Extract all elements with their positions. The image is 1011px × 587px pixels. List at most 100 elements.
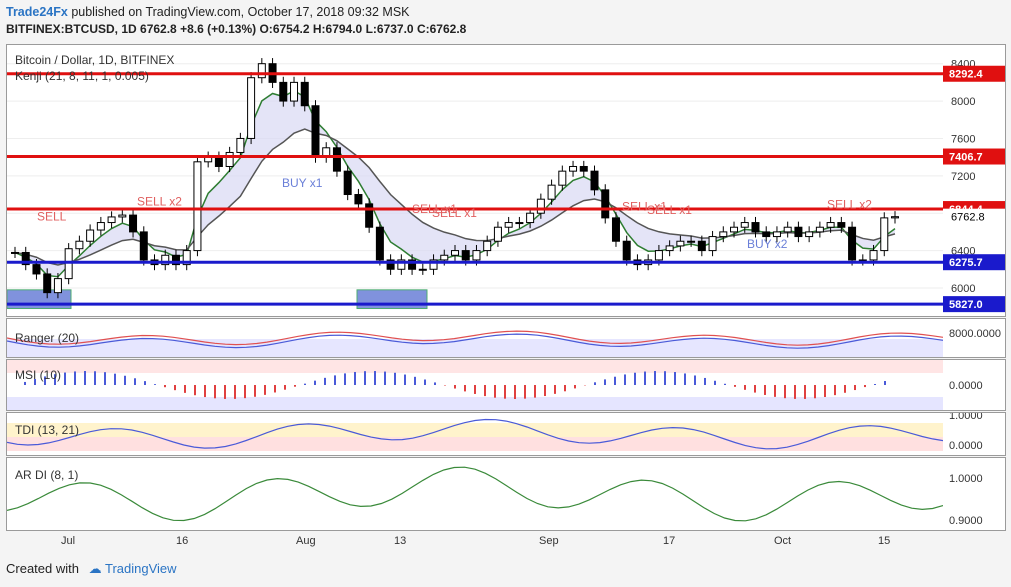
candle-body [386,259,395,270]
candle-body [665,245,674,252]
high-value: 6794.0 [325,22,363,36]
footer: Created with ☁ TradingView [6,561,177,577]
tdi-chart [7,418,944,451]
ardi-tick-09: 0.9000 [949,515,983,527]
ranger-band [7,339,944,357]
footer-brand[interactable]: TradingView [105,561,177,576]
ardi-label: AR DI (8, 1) [15,468,79,482]
ranger-line-b [7,333,944,349]
candle-body [365,203,374,228]
candle-body [590,170,599,191]
candle-body [483,240,492,252]
signal-annotation: SELL x1 [412,202,457,216]
price-tick: 8000 [951,96,975,108]
candle-body [236,137,245,153]
open-value: 6754.2 [272,22,310,36]
demand-zone-2 [356,289,428,310]
candle-body [526,212,535,224]
candle-body [43,273,52,294]
candle-body [708,236,717,252]
candle-body [171,254,180,266]
candle-body [343,170,352,196]
candle-body [794,226,803,238]
tdi-band [7,423,944,437]
candle-body [418,268,427,271]
candle-body [193,161,202,252]
candle-body [891,216,899,219]
candle-body [622,240,631,261]
price-tick: 7600 [951,133,975,145]
candle-body [279,81,288,102]
candle-body [311,105,320,158]
candle-body [515,222,524,225]
candle-body [247,77,256,139]
candle-body [869,250,878,261]
candle-body [815,226,824,233]
last-price: 6762.8 [140,22,177,36]
candle-body [11,251,19,254]
candle-body [332,147,341,172]
high-label: H: [312,22,326,36]
price-panel[interactable]: SELL SELL x2 BUY x1 SELL x1 SELL x1 SELL x1 SE… [6,44,945,317]
candle-body [837,222,846,228]
candle-body [751,222,760,233]
msi-tick: 0.0000 [949,380,983,392]
msi-axis: 0.0000 [943,359,1006,411]
msi-panel[interactable]: MSI (10) [6,359,945,411]
candle-body [354,194,363,205]
candle-body [118,214,127,218]
current-price-label: 6762.8 [951,212,985,224]
candle-body [569,165,578,172]
time-tick: 15 [878,535,890,547]
msi-lower-band [7,397,944,410]
candle-body [601,189,610,219]
publisher-name[interactable]: Trade24Fx [6,5,68,19]
kenji-cloud [15,90,895,277]
candle-body [257,63,266,79]
candle-body [719,231,728,238]
candle-body [697,240,706,252]
current-price-box [943,208,1005,225]
chart-header: Trade24Fx published on TradingView.com, … [6,4,466,38]
ranger-tick: 8000.0000 [949,328,1001,340]
candle-body [472,250,481,261]
candle-body [611,217,620,242]
candle-body [654,250,663,261]
candle-body [96,222,105,231]
price-axis[interactable]: 84008000760072006800640060008292.47406.7… [943,44,1006,317]
candle-body [579,165,588,172]
signal-annotation: BUY x1 [282,176,323,190]
candle-body [32,264,41,275]
ranger-panel[interactable]: Ranger (20) [6,318,945,358]
level-label: 8292.4 [949,69,984,81]
signal-annotation: BUY x2 [747,237,788,251]
candle-body [408,259,417,270]
tdi-tick-0: 0.0000 [949,440,983,452]
candle-body [139,231,148,261]
tdi-band-low [7,437,944,451]
msi-chart [7,360,944,410]
candle-body [86,229,95,242]
ardi-axis: 1.0000 0.9000 [943,457,1006,531]
price-tick: 8400 [951,59,975,71]
candle-body [53,278,62,294]
time-tick: 13 [394,535,406,547]
price-tick: 6000 [951,283,975,295]
level-label-box [943,254,1005,271]
kenji-slow-line [14,128,896,266]
candle-body [676,240,685,247]
tdi-panel[interactable]: TDI (13, 21) [6,412,945,456]
signal-annotation: SELL x2 [827,198,872,212]
ardi-panel[interactable]: AR DI (8, 1) [6,457,945,531]
candle-body [687,240,696,243]
price-tick: 7200 [951,171,975,183]
ardi-line [7,466,944,522]
candle-body [182,250,191,266]
symbol-label: BITFINEX:BTCUSD, 1D [6,22,137,36]
candle-body [375,226,384,261]
low-label: L: [365,22,377,36]
price-change: +8.6 (+0.13%) [180,22,257,36]
candle-body [451,250,459,256]
symbol-row: BITFINEX:BTCUSD, 1D 6762.8 +8.6 (+0.13%)… [6,21,466,38]
